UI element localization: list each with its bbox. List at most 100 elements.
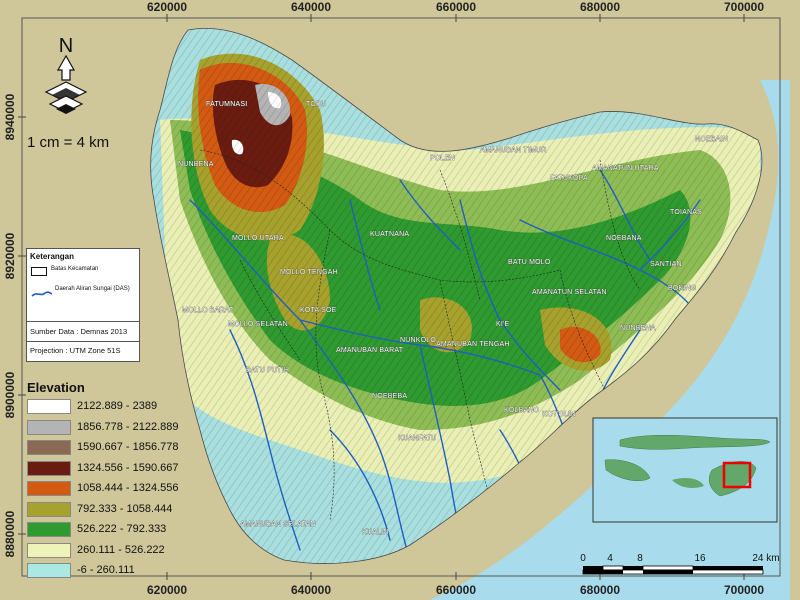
projection-text: Projection : UTM Zone 51S <box>30 346 121 355</box>
legend-box: Keterangan Batas Kecamatan Daerah Aliran… <box>26 248 140 362</box>
place-label: KOLBANO <box>504 407 540 414</box>
x-tick-label-top: 620000 <box>147 0 187 14</box>
x-tick-label-top: 640000 <box>291 0 331 14</box>
place-label: NUNBENA <box>178 161 214 168</box>
elevation-legend-item: 260.111 - 526.222 <box>27 542 217 560</box>
elevation-swatch <box>27 542 71 558</box>
place-label: MOLLO BARAT <box>182 307 234 314</box>
elevation-legend-item: 1590.667 - 1856.778 <box>27 439 217 457</box>
elevation-range-label: 1324.556 - 1590.667 <box>77 461 179 474</box>
x-tick-label-bottom: 620000 <box>147 583 187 597</box>
elevation-swatch <box>27 481 71 496</box>
place-label: SANTIAN <box>650 261 682 268</box>
elevation-legend-item: 1324.556 - 1590.667 <box>27 460 217 478</box>
place-label: MOLLO SELATAN <box>228 321 288 328</box>
place-label: POLEN <box>430 155 455 162</box>
island-outline <box>150 28 763 564</box>
north-letter: N <box>59 35 73 57</box>
place-label: BATU PUTIH <box>246 367 289 374</box>
place-label: BOKING <box>668 285 696 292</box>
x-tick-label-bottom: 700000 <box>724 583 764 597</box>
y-ticks <box>18 116 26 535</box>
place-label: TOBU <box>306 101 326 108</box>
inset-highlight <box>722 461 752 489</box>
boundary-label: Batas Kecamatan <box>51 266 99 272</box>
elevation-legend-item: 2122.889 - 2389 <box>27 398 217 416</box>
elevation-range-label: 1856.778 - 2122.889 <box>77 420 179 433</box>
place-label: KUATNANA <box>370 231 409 238</box>
place-label: NOEBEBA <box>372 393 407 400</box>
place-label: NUNBENA <box>620 325 656 332</box>
place-label: MOLLO TENGAH <box>280 269 338 276</box>
elevation-swatch <box>27 522 71 537</box>
elevation-range-label: 1058.444 - 1324.556 <box>77 482 179 494</box>
place-label: AMANUBAN BARAT <box>336 347 404 354</box>
x-tick-label-top: 700000 <box>724 0 764 14</box>
place-label: FATUMNASI <box>206 101 247 108</box>
elevation-legend-item: 1058.444 - 1324.556 <box>27 480 217 498</box>
scale-tick: 0 <box>580 553 586 564</box>
x-ticks <box>166 14 745 580</box>
x-tick-label-bottom: 660000 <box>436 583 476 597</box>
place-label: KI'E <box>496 321 510 328</box>
place-label: AMANUBAN TENGAH <box>436 341 510 348</box>
elevation-swatch <box>27 563 71 578</box>
place-label: FATUKOPA <box>550 175 588 182</box>
boundary-swatch-icon <box>31 267 47 276</box>
place-label: TOIANAS <box>670 209 702 216</box>
place-label: BATU MOLO <box>508 259 551 266</box>
place-labels: FATUMNASI TOBU NUNBENA POLEN AMANUBAN TI… <box>178 101 728 537</box>
map-frame <box>21 17 781 577</box>
place-label: AMANUBAN SELATAN <box>240 521 316 528</box>
river-label: Daerah Aliran Sungai (DAS) <box>55 286 130 292</box>
north-arrow-icon: N <box>44 35 88 114</box>
elevation-legend-item: 792.333 - 1058.444 <box>27 501 217 519</box>
y-tick-label: 8920000 <box>3 232 17 279</box>
place-label: NUNKOLO <box>400 337 436 344</box>
elevation-legend-item: 526.222 - 792.333 <box>27 521 217 539</box>
elevation-swatch <box>27 501 71 517</box>
elevation-legend-item: 1856.778 - 2122.889 <box>27 419 217 437</box>
source-text: Sumber Data : Demnas 2013 <box>30 327 128 336</box>
y-tick-label: 8900000 <box>3 371 17 418</box>
scale-tick: 4 <box>607 553 613 564</box>
x-tick-label-bottom: 680000 <box>580 583 620 597</box>
scale-bar <box>582 565 764 575</box>
scale-tick: 8 <box>637 553 643 564</box>
x-tick-label-top: 680000 <box>580 0 620 14</box>
elevation-range-label: -6 - 260.111 <box>77 564 135 576</box>
place-label: KUANFATU <box>398 435 436 442</box>
elevation-swatch <box>27 440 71 455</box>
elevation-swatch <box>27 399 71 414</box>
elevation-range-label: 1590.667 - 1856.778 <box>77 441 179 453</box>
elevation-range-label: 792.333 - 1058.444 <box>77 502 173 515</box>
y-tick-label: 8940000 <box>3 93 17 140</box>
place-label: KUALIN <box>362 529 389 536</box>
legend-divider <box>27 341 139 342</box>
place-label: AMANUBAN TIMUR <box>480 147 546 154</box>
scale-tick: 24 km <box>752 553 779 564</box>
x-tick-label-bottom: 640000 <box>291 583 331 597</box>
river-swatch-icon <box>31 285 53 297</box>
district-boundaries <box>199 149 641 541</box>
place-label: KOTA SOE <box>300 307 337 314</box>
place-label: NOEBANA <box>606 235 642 242</box>
place-label: KOT'OLIN <box>542 411 576 418</box>
elevation-legend-item: -6 - 260.111 <box>27 562 217 580</box>
y-tick-label: 8880000 <box>3 510 17 557</box>
elevation-range-label: 2122.889 - 2389 <box>77 400 158 412</box>
scale-tick: 16 <box>694 553 706 564</box>
place-label: AMANATUN UTARA <box>592 165 659 172</box>
elevation-swatch <box>27 460 71 476</box>
elevation-swatch <box>27 419 71 435</box>
map-scale-ratio: 1 cm = 4 km <box>27 134 110 151</box>
elevation-range-label: 526.222 - 792.333 <box>77 523 167 535</box>
legend-title: Keterangan <box>30 252 75 261</box>
inset-map <box>592 417 778 523</box>
elevation-range-label: 260.111 - 526.222 <box>77 543 165 556</box>
place-label: NOEBAIN <box>695 136 728 143</box>
place-label: MOLLO UTARA <box>232 235 284 242</box>
legend-divider <box>27 321 139 322</box>
place-label: AMANATUN SELATAN <box>532 289 607 296</box>
